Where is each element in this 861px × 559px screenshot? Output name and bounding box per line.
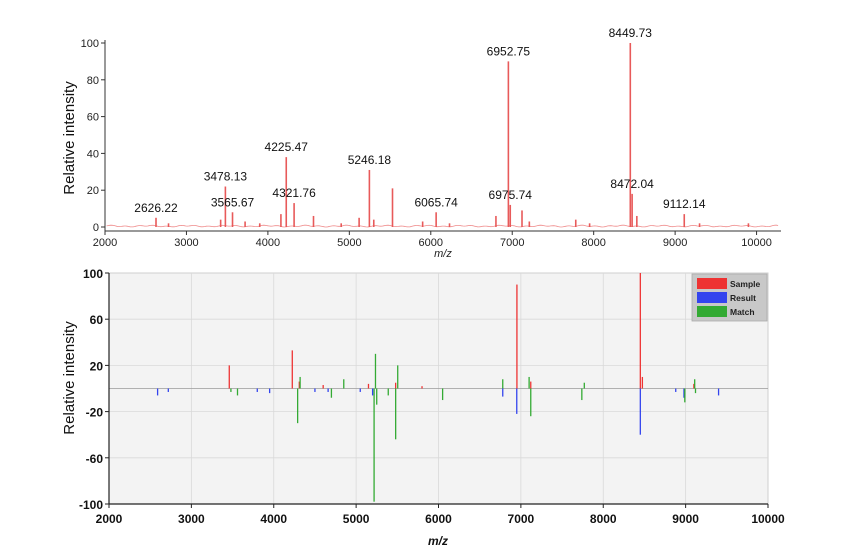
top-y-tick-label: 40 (87, 148, 99, 160)
bottom-x-tick-label: 2000 (96, 512, 123, 526)
bottom-spectrum-panel: 2000 3000 4000 5000 6000 7000 8000 9000 10000 10… (61, 267, 785, 548)
top-peak-annotation: 4321.76 (272, 186, 316, 200)
bottom-x-tick-label: 4000 (260, 512, 287, 526)
top-x-tick-label: 2000 (93, 237, 117, 249)
top-x-ticks: 2000 3000 4000 5000 6000 7000 8000 9000 10000 (93, 231, 772, 249)
bottom-x-tick-label: 7000 (508, 512, 535, 526)
bottom-y-tick-label: -100 (79, 498, 103, 512)
legend-label-sample: Sample (730, 279, 761, 289)
legend-swatch-sample (697, 278, 727, 289)
top-spectrum-panel: 2000 3000 4000 5000 6000 7000 8000 9000 10000 02… (61, 26, 781, 260)
bottom-spectrum-bars (156, 273, 720, 502)
top-peak-annotation: 8472.04 (610, 177, 654, 191)
top-x-tick-label: 9000 (663, 237, 687, 249)
legend: Sample Result Match (691, 273, 768, 322)
legend-swatch-result (697, 292, 727, 303)
legend-label-result: Result (730, 293, 756, 303)
bottom-y-tick-label: 20 (90, 359, 104, 373)
top-x-tick-label: 5000 (337, 237, 361, 249)
top-peak-annotation: 3565.67 (211, 195, 255, 209)
top-baseline-trace (106, 224, 779, 228)
bottom-y-tick-label: 100 (83, 267, 103, 281)
bottom-x-tick-label: 8000 (590, 512, 617, 526)
top-y-tick-label: 20 (87, 185, 99, 197)
top-x-axis-label: m/z (434, 248, 452, 260)
top-y-tick-label: 0 (93, 222, 99, 234)
top-x-tick-label: 8000 (581, 237, 605, 249)
top-x-tick-label: 6000 (419, 237, 443, 249)
bottom-y-tick-label: -20 (86, 406, 104, 420)
top-peak-annotations: 2626.22 3478.13 3565.67 4225.47 4321.76 5246.… (134, 26, 706, 215)
bottom-x-tick-label: 9000 (672, 512, 699, 526)
top-x-tick-label: 3000 (174, 237, 198, 249)
bottom-y-axis-label: Relative intensity (61, 321, 78, 435)
top-peak-annotation: 3478.13 (204, 170, 248, 184)
top-x-tick-label: 4000 (256, 237, 280, 249)
bottom-y-ticks: 100 60 20 -20 -60 -100 (79, 267, 109, 512)
bottom-x-tick-label: 3000 (178, 512, 205, 526)
bottom-x-tick-label: 6000 (425, 512, 452, 526)
top-peak-annotation: 9112.14 (663, 197, 706, 211)
top-y-axis-label: Relative intensity (61, 81, 78, 195)
top-peak-annotation: 5246.18 (348, 153, 392, 167)
top-peak-annotation: 2626.22 (134, 201, 178, 215)
top-peak-annotation: 8449.73 (609, 26, 653, 40)
top-peak-annotation: 6975.74 (489, 188, 533, 202)
top-x-tick-label: 7000 (500, 237, 524, 249)
top-spectrum-peaks (106, 43, 779, 228)
bottom-grid (109, 273, 768, 504)
bottom-y-tick-label: 60 (90, 313, 104, 327)
bottom-x-tick-label: 5000 (343, 512, 370, 526)
top-y-tick-label: 80 (87, 75, 99, 87)
bottom-y-tick-label: -60 (86, 452, 104, 466)
top-peak-annotation: 6952.75 (487, 44, 531, 58)
bottom-x-tick-label: 10000 (751, 512, 785, 526)
legend-swatch-match (697, 306, 727, 317)
bottom-x-axis-label: m/z (428, 534, 448, 548)
top-peak-annotation: 4225.47 (265, 140, 309, 154)
legend-label-match: Match (730, 307, 755, 317)
bottom-x-ticks: 2000 3000 4000 5000 6000 7000 8000 9000 10000 (96, 504, 785, 526)
top-y-ticks: 0 20 40 60 80 100 (81, 38, 105, 234)
top-x-tick-label: 10000 (741, 237, 772, 249)
top-peak-annotation: 6065.74 (414, 195, 458, 209)
top-y-tick-label: 60 (87, 112, 99, 124)
top-y-tick-label: 100 (81, 38, 99, 50)
